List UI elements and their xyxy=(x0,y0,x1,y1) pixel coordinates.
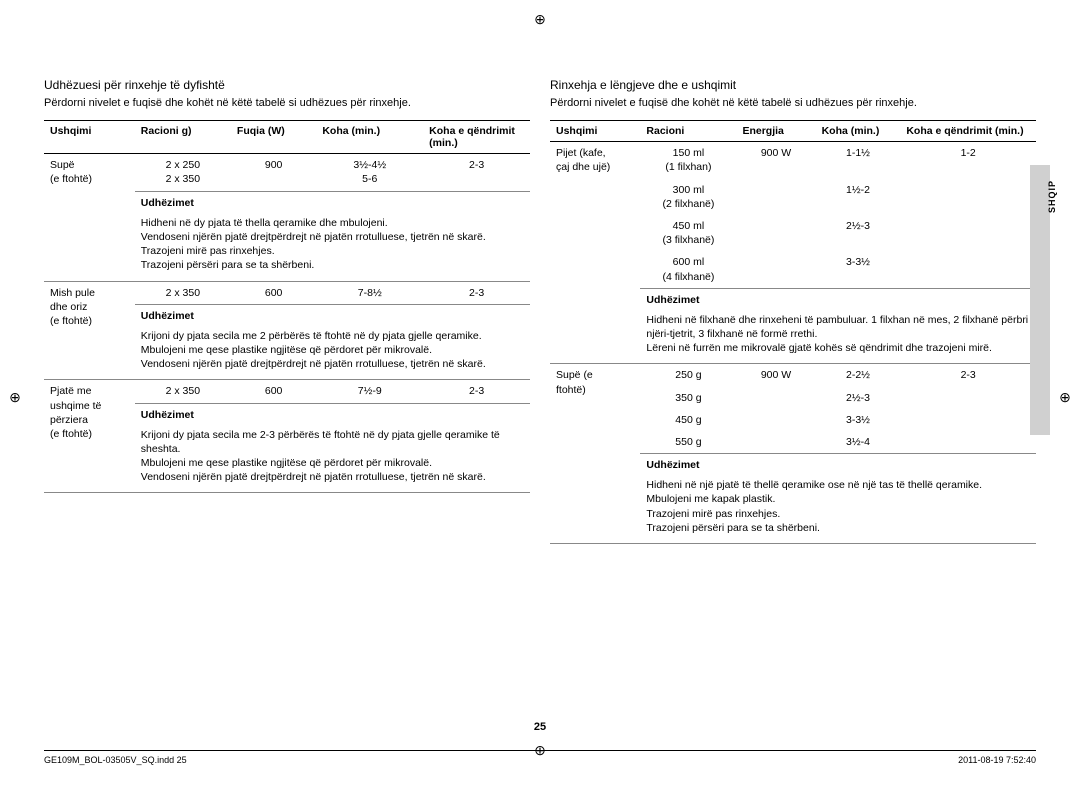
cell-portion: 600 ml(4 filxhanë) xyxy=(640,251,736,288)
table-row: Supë (eftohtë)250 g900 W2-2½2-3 xyxy=(550,364,1036,387)
cell-time: 7-8½ xyxy=(316,281,423,304)
cell-portion: 250 g xyxy=(640,364,736,387)
cell-instr: Hidheni në dy pjata të thella qeramike d… xyxy=(135,214,530,281)
left-title: Udhëzuesi për rinxehje të dyfishtë xyxy=(44,78,530,92)
cell-instr: Hidheni në filxhanë dhe rinxeheni të pam… xyxy=(640,311,1036,364)
cell-stand xyxy=(900,431,1036,454)
cell-food: Pjatë meushqime tëpërziera(e ftohtë) xyxy=(44,380,135,493)
th-stand-r: Koha e qëndrimit (min.) xyxy=(900,121,1036,142)
cell-stand xyxy=(900,179,1036,215)
cell-time: 2½-3 xyxy=(816,215,901,251)
cell-instr: Hidheni në një pjatë të thellë qeramike … xyxy=(640,476,1036,543)
cell-stand: 2-3 xyxy=(900,364,1036,387)
cell-stand xyxy=(900,409,1036,431)
cell-power: 900 W xyxy=(736,142,815,179)
cell-time: 3-3½ xyxy=(816,409,901,431)
cell-power: 900 W xyxy=(736,364,815,387)
cell-time: 2½-3 xyxy=(816,387,901,409)
right-column: Rinxehja e lëngjeve dhe e ushqimit Përdo… xyxy=(550,78,1036,544)
cell-portion: 300 ml(2 filxhanë) xyxy=(640,179,736,215)
cell-power xyxy=(736,215,815,251)
cell-instr-label: Udhëzimet xyxy=(135,403,530,426)
cell-time: 7½-9 xyxy=(316,380,423,403)
cell-stand xyxy=(900,251,1036,288)
cell-portion: 150 ml(1 filxhan) xyxy=(640,142,736,179)
cell-instr-label: Udhëzimet xyxy=(135,191,530,214)
cell-portion: 2 x 350 xyxy=(135,380,231,403)
cell-time: 1½-2 xyxy=(816,179,901,215)
left-column: Udhëzuesi për rinxehje të dyfishtë Përdo… xyxy=(44,78,530,544)
th-time: Koha (min.) xyxy=(316,121,423,154)
footer: GE109M_BOL-03505V_SQ.indd 25 2011-08-19 … xyxy=(44,750,1036,765)
cell-stand xyxy=(900,387,1036,409)
cell-food: Mish puledhe oriz(e ftohtë) xyxy=(44,281,135,380)
table-row: Supë(e ftohtë)2 x 2502 x 3509003½-4½5-62… xyxy=(44,154,530,191)
footer-file: GE109M_BOL-03505V_SQ.indd 25 xyxy=(44,755,187,765)
cell-stand: 2-3 xyxy=(423,281,530,304)
crop-mark-left: ⊕ xyxy=(8,390,22,404)
cell-instr-label: Udhëzimet xyxy=(135,304,530,327)
cell-portion: 2 x 350 xyxy=(135,281,231,304)
table-row: Pjatë meushqime tëpërziera(e ftohtë)2 x … xyxy=(44,380,530,403)
cell-instr: Krijoni dy pjata secila me 2-3 përbërës … xyxy=(135,426,530,493)
table-row: Pijet (kafe,çaj dhe ujë)150 ml(1 filxhan… xyxy=(550,142,1036,179)
th-portion-r: Racioni xyxy=(640,121,736,142)
cell-power: 900 xyxy=(231,154,316,191)
cell-portion: 450 ml(3 filxhanë) xyxy=(640,215,736,251)
cell-time: 3½-4½5-6 xyxy=(316,154,423,191)
th-food-r: Ushqimi xyxy=(550,121,640,142)
cell-food: Supë (eftohtë) xyxy=(550,364,640,544)
cell-instr-label: Udhëzimet xyxy=(640,288,1036,311)
side-tab-label: SHQIP xyxy=(1047,180,1057,213)
cell-stand: 1-2 xyxy=(900,142,1036,179)
cell-portion: 2 x 2502 x 350 xyxy=(135,154,231,191)
cell-power xyxy=(736,251,815,288)
left-intro: Përdorni nivelet e fuqisë dhe kohët në k… xyxy=(44,96,530,110)
right-intro: Përdorni nivelet e fuqisë dhe kohët në k… xyxy=(550,96,1036,110)
cell-instr-label: Udhëzimet xyxy=(640,454,1036,477)
cell-time: 3-3½ xyxy=(816,251,901,288)
cell-food: Supë(e ftohtë) xyxy=(44,154,135,281)
cell-time: 2-2½ xyxy=(816,364,901,387)
cell-power: 600 xyxy=(231,281,316,304)
cell-stand: 2-3 xyxy=(423,380,530,403)
th-time-r: Koha (min.) xyxy=(816,121,901,142)
page-number: 25 xyxy=(0,721,1080,733)
cell-power: 600 xyxy=(231,380,316,403)
th-food: Ushqimi xyxy=(44,121,135,154)
right-title: Rinxehja e lëngjeve dhe e ushqimit xyxy=(550,78,1036,92)
page-content: Udhëzuesi për rinxehje të dyfishtë Përdo… xyxy=(0,0,1080,584)
table-row: Mish puledhe oriz(e ftohtë)2 x 3506007-8… xyxy=(44,281,530,304)
cell-power xyxy=(736,179,815,215)
footer-date: 2011-08-19 7:52:40 xyxy=(958,755,1036,765)
cell-portion: 450 g xyxy=(640,409,736,431)
cell-stand xyxy=(900,215,1036,251)
cell-time: 3½-4 xyxy=(816,431,901,454)
cell-food: Pijet (kafe,çaj dhe ujë) xyxy=(550,142,640,364)
cell-instr: Krijoni dy pjata secila me 2 përbërës të… xyxy=(135,327,530,380)
cell-stand: 2-3 xyxy=(423,154,530,191)
crop-mark-right: ⊕ xyxy=(1058,390,1072,404)
crop-mark-top: ⊕ xyxy=(533,12,547,26)
th-portion: Racioni g) xyxy=(135,121,231,154)
th-stand: Koha e qëndrimit (min.) xyxy=(423,121,530,154)
th-power: Fuqia (W) xyxy=(231,121,316,154)
cell-portion: 550 g xyxy=(640,431,736,454)
right-table: Ushqimi Racioni Energjia Koha (min.) Koh… xyxy=(550,120,1036,544)
cell-time: 1-1½ xyxy=(816,142,901,179)
left-table: Ushqimi Racioni g) Fuqia (W) Koha (min.)… xyxy=(44,120,530,493)
cell-power xyxy=(736,387,815,409)
cell-power xyxy=(736,409,815,431)
th-power-r: Energjia xyxy=(736,121,815,142)
cell-power xyxy=(736,431,815,454)
cell-portion: 350 g xyxy=(640,387,736,409)
